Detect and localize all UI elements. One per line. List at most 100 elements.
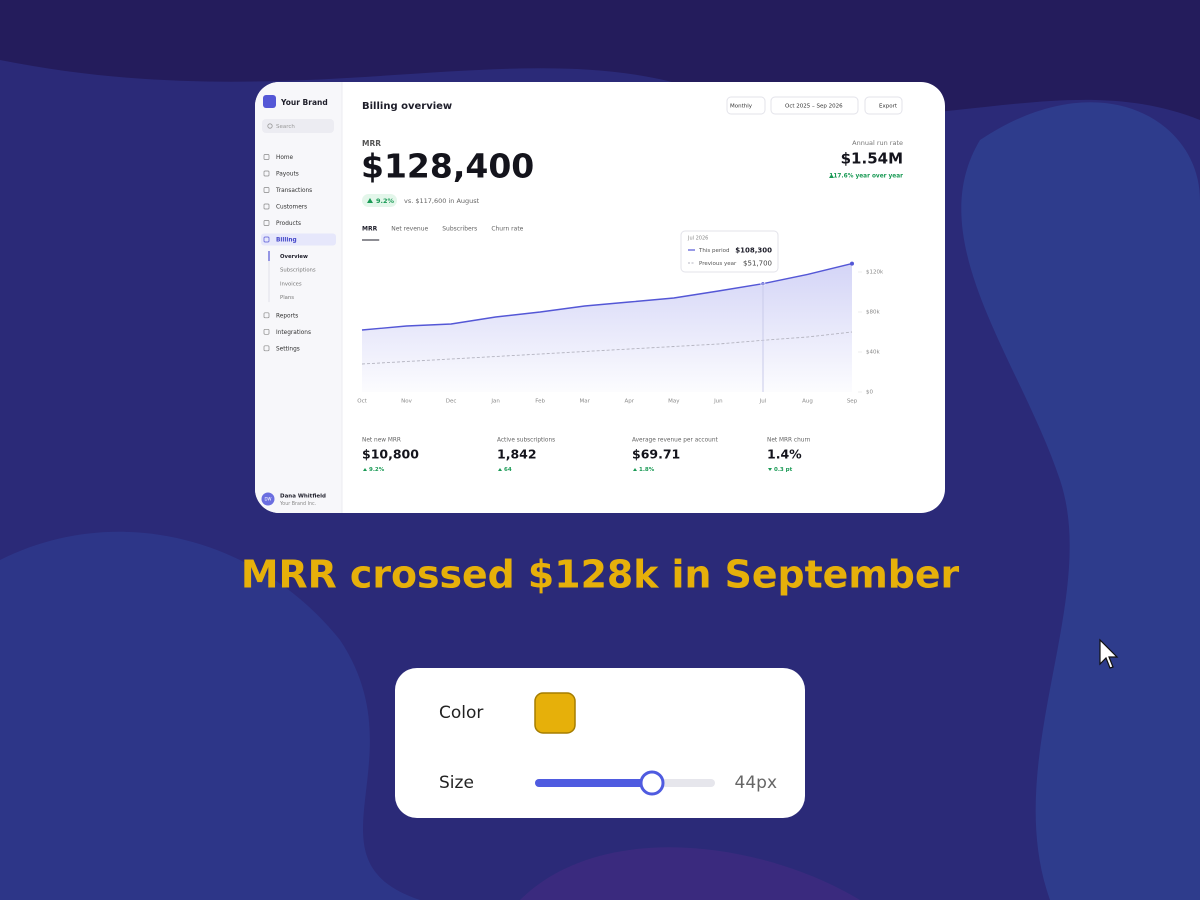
nav-icon: [263, 220, 270, 226]
y-tick-label: $0: [866, 390, 873, 396]
nav-item[interactable]: Payouts: [276, 172, 299, 178]
search-icon: [267, 123, 273, 129]
subnav-item[interactable]: Subscriptions: [280, 268, 316, 274]
nav: Home Payouts Transactions Customers Products…: [261, 154, 336, 352]
kpi-change: 1.8%: [639, 467, 655, 473]
subnav-item[interactable]: Invoices: [280, 281, 302, 287]
color-swatch[interactable]: [534, 692, 576, 734]
chart-tab[interactable]: MRR: [362, 226, 378, 233]
nav-item[interactable]: Home: [276, 155, 294, 161]
comparison: vs. $117,600 in August: [404, 197, 480, 205]
tooltip: Jul 2026 This period $108,300 Previous y…: [680, 230, 779, 273]
subnav-item[interactable]: Overview: [280, 254, 308, 260]
nav-icon: [263, 203, 270, 210]
y-tick-label: $80k: [866, 310, 880, 316]
chart: $0 $40k $80k $120k Oct Nov Dec Jan Feb Mar Apr May J…: [357, 261, 884, 405]
x-tick-label: Feb: [535, 399, 545, 405]
chart-tab[interactable]: Churn rate: [491, 226, 523, 233]
x-tick-label: Dec: [446, 399, 457, 405]
x-tick-label: Apr: [625, 399, 635, 405]
change-value: 9.2%: [376, 197, 395, 205]
kpi-change: 0.3 pt: [774, 467, 793, 473]
nav-active-bg: [261, 233, 336, 246]
kpi-label: Net MRR churn: [767, 438, 811, 444]
chart-tab[interactable]: Subscribers: [442, 226, 477, 233]
avatar: [261, 492, 275, 506]
metric-value: $128,400: [361, 147, 534, 186]
up-arrow: [829, 174, 834, 178]
kpi-arrow: [633, 468, 637, 471]
user-org: Your Brand Inc.: [279, 501, 316, 507]
kpi-label: Net new MRR: [362, 438, 401, 444]
run-rate-label: Annual run rate: [852, 139, 903, 147]
tooltip-series: Previous year: [699, 261, 737, 267]
run-rate: $1.54M: [841, 150, 903, 168]
kpi-value: 1.4%: [767, 447, 802, 462]
brand-logo: [263, 95, 276, 108]
end-point: [850, 261, 854, 266]
kpi-change: 64: [504, 467, 512, 473]
search-box[interactable]: [262, 119, 334, 133]
mouse-cursor: [1099, 638, 1119, 669]
subnav-item[interactable]: Plans: [280, 295, 294, 301]
nav-item[interactable]: Settings: [276, 346, 300, 352]
kpi-label: Active subscriptions: [497, 438, 555, 444]
color-label: Color: [439, 703, 483, 723]
kpi-arrow: [363, 468, 367, 471]
user-name: Dana Whitfield: [280, 494, 326, 500]
header-buttons: Monthly Oct 2025 – Sep 2026 Export: [726, 96, 903, 115]
headline: MRR crossed $128k in September: [241, 553, 960, 597]
nav-icon: [263, 328, 270, 335]
avatar-initials: DW: [264, 497, 271, 502]
tooltip-title: Jul 2026: [687, 236, 708, 242]
y-tick-label: $40k: [866, 350, 880, 356]
nav-icon: [263, 236, 270, 243]
nav-item[interactable]: Billing: [276, 238, 297, 244]
nav-icon: [263, 312, 270, 319]
header-button-label: Oct 2025 – Sep 2026: [785, 104, 843, 110]
metric-label: MRR: [362, 139, 381, 148]
nav-item[interactable]: Customers: [276, 205, 307, 211]
area: [362, 263, 852, 392]
bg-blob: [961, 102, 1200, 900]
x-tick-label: Nov: [401, 399, 412, 405]
nav-item[interactable]: Integrations: [276, 330, 311, 336]
x-tick-label: Oct: [357, 399, 367, 405]
page-title: Billing overview: [362, 101, 452, 112]
header-button[interactable]: [770, 96, 859, 115]
slider-thumb[interactable]: [639, 770, 665, 796]
header-button-label: Export: [879, 104, 898, 110]
header-button[interactable]: [864, 96, 903, 115]
run-rate-change: 117.6% year over year: [829, 174, 903, 180]
header-button-label: Monthly: [730, 104, 753, 110]
nav-item[interactable]: Transactions: [275, 188, 312, 194]
x-tick-label: Mar: [580, 399, 591, 405]
brand-name: Your Brand: [280, 98, 328, 107]
x-tick-label: Jan: [490, 399, 500, 405]
x-tick-label: Jul: [759, 399, 767, 405]
size-value: 44px: [735, 773, 777, 793]
tooltip-value: $51,700: [743, 260, 772, 268]
nav-icon: [263, 187, 270, 193]
up-arrow: [367, 198, 373, 203]
kpi-value: 1,842: [497, 447, 537, 462]
change-badge: [362, 194, 397, 207]
nav-item[interactable]: Reports: [276, 313, 298, 319]
tooltip-series: This period: [698, 248, 730, 254]
nav-item[interactable]: Products: [276, 221, 301, 227]
header-button[interactable]: [726, 96, 766, 115]
size-label: Size: [439, 773, 474, 793]
kpi-value: $10,800: [362, 447, 419, 462]
kpis: Net new MRR $10,800 9.2% Active subscriptio…: [362, 438, 811, 474]
search-placeholder: Search: [276, 124, 295, 130]
nav-icon: [263, 170, 270, 177]
tooltip-value: $108,300: [735, 247, 772, 255]
x-tick-label: Aug: [802, 399, 813, 405]
chart-tab[interactable]: Net revenue: [391, 226, 428, 233]
x-tick-label: Jun: [713, 399, 723, 405]
kpi-change: 9.2%: [369, 467, 385, 473]
kpi-arrow: [768, 468, 772, 471]
bg-blob: [0, 531, 420, 900]
sidebar: [255, 82, 342, 513]
